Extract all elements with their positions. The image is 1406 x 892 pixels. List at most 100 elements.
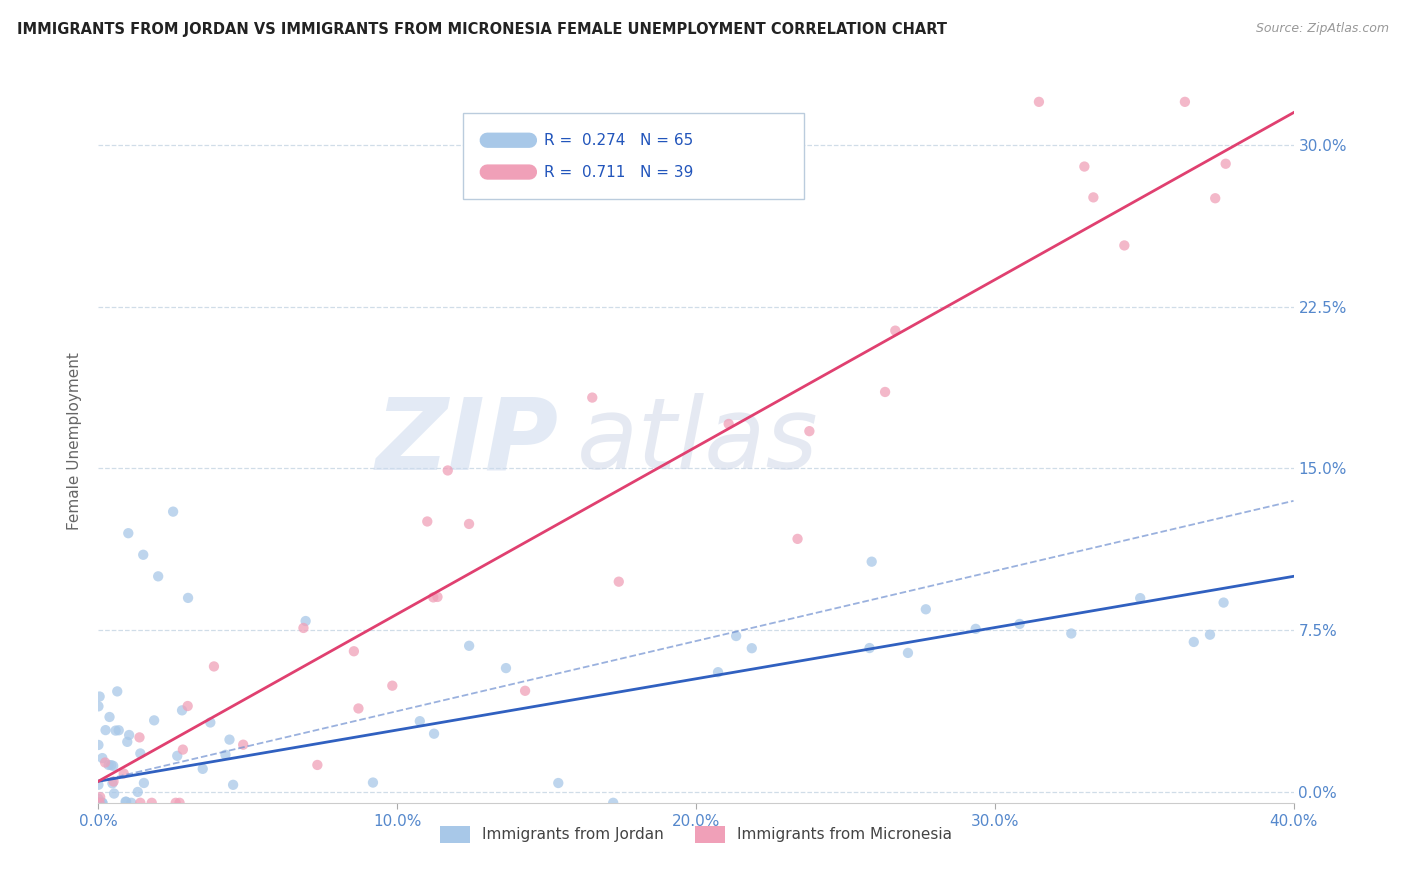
- Point: [416, 515, 439, 529]
- Point: [897, 646, 920, 660]
- Point: [232, 738, 254, 752]
- Text: ZIP: ZIP: [375, 393, 558, 490]
- Point: [1008, 616, 1031, 631]
- Point: [166, 748, 188, 763]
- Text: IMMIGRANTS FROM JORDAN VS IMMIGRANTS FROM MICRONESIA FEMALE UNEMPLOYMENT CORRELA: IMMIGRANTS FROM JORDAN VS IMMIGRANTS FRO…: [17, 22, 946, 37]
- Point: [423, 727, 446, 741]
- Point: [1129, 591, 1152, 606]
- Y-axis label: Female Unemployment: Female Unemployment: [67, 352, 83, 531]
- Point: [1215, 157, 1237, 171]
- Point: [1199, 628, 1222, 642]
- Point: [607, 574, 630, 589]
- Point: [292, 621, 315, 635]
- Point: [176, 698, 198, 713]
- Point: [98, 710, 121, 724]
- Point: [1114, 238, 1136, 252]
- Point: [409, 714, 432, 728]
- Point: [1083, 190, 1105, 204]
- Text: atlas: atlas: [576, 393, 818, 490]
- Point: [118, 728, 141, 742]
- Point: [94, 723, 117, 738]
- Point: [91, 796, 114, 810]
- Point: [165, 796, 187, 810]
- Point: [172, 742, 194, 756]
- Point: [786, 532, 808, 546]
- Point: [1182, 635, 1205, 649]
- Point: [169, 796, 191, 810]
- Point: [129, 747, 152, 761]
- Point: [87, 738, 110, 752]
- Point: [426, 590, 449, 604]
- Point: [1204, 191, 1226, 205]
- Point: [103, 787, 125, 801]
- Point: [1212, 596, 1234, 610]
- Text: R =  0.711   N = 39: R = 0.711 N = 39: [544, 164, 693, 179]
- Point: [436, 463, 458, 477]
- Point: [120, 796, 142, 810]
- Point: [107, 723, 129, 738]
- Text: Source: ZipAtlas.com: Source: ZipAtlas.com: [1256, 22, 1389, 36]
- Point: [914, 602, 936, 616]
- Point: [347, 701, 370, 715]
- Point: [381, 679, 404, 693]
- Point: [717, 417, 740, 431]
- Point: [875, 384, 897, 399]
- Point: [103, 759, 125, 773]
- Point: [105, 684, 128, 698]
- Point: [129, 796, 152, 810]
- Point: [741, 641, 763, 656]
- Point: [191, 762, 214, 776]
- Point: [114, 795, 136, 809]
- Point: [103, 774, 125, 789]
- Point: [200, 715, 222, 730]
- Point: [128, 731, 150, 745]
- Point: [458, 516, 481, 531]
- Point: [884, 324, 907, 338]
- Point: [1060, 626, 1083, 640]
- Point: [87, 778, 110, 792]
- Point: [100, 758, 122, 772]
- Point: [89, 796, 111, 810]
- Point: [1174, 95, 1197, 109]
- Point: [101, 776, 124, 790]
- Point: [87, 796, 110, 810]
- Point: [1028, 95, 1050, 109]
- Point: [361, 775, 384, 789]
- Point: [202, 659, 225, 673]
- Point: [117, 526, 139, 541]
- Point: [91, 796, 114, 810]
- Point: [132, 776, 155, 790]
- Text: R =  0.274   N = 65: R = 0.274 N = 65: [544, 133, 693, 148]
- Point: [799, 424, 821, 438]
- Point: [422, 591, 444, 605]
- Point: [141, 796, 163, 810]
- Point: [132, 548, 155, 562]
- Point: [91, 751, 114, 765]
- Point: [89, 690, 111, 704]
- Point: [148, 569, 170, 583]
- Point: [94, 756, 117, 770]
- Point: [222, 778, 245, 792]
- Point: [117, 735, 139, 749]
- Point: [177, 591, 200, 605]
- Point: [860, 555, 883, 569]
- Point: [115, 795, 138, 809]
- Point: [707, 665, 730, 680]
- Point: [143, 714, 166, 728]
- Point: [87, 699, 110, 714]
- Point: [725, 629, 748, 643]
- Point: [547, 776, 569, 790]
- Point: [87, 796, 110, 810]
- Legend: Immigrants from Jordan, Immigrants from Micronesia: Immigrants from Jordan, Immigrants from …: [433, 820, 959, 849]
- Point: [89, 790, 111, 805]
- FancyBboxPatch shape: [463, 112, 804, 200]
- Point: [87, 792, 110, 806]
- Point: [112, 766, 135, 780]
- Point: [513, 683, 536, 698]
- Point: [965, 622, 987, 636]
- Point: [104, 723, 127, 738]
- Point: [294, 614, 316, 628]
- Point: [170, 703, 193, 717]
- Point: [218, 732, 240, 747]
- Point: [858, 641, 880, 656]
